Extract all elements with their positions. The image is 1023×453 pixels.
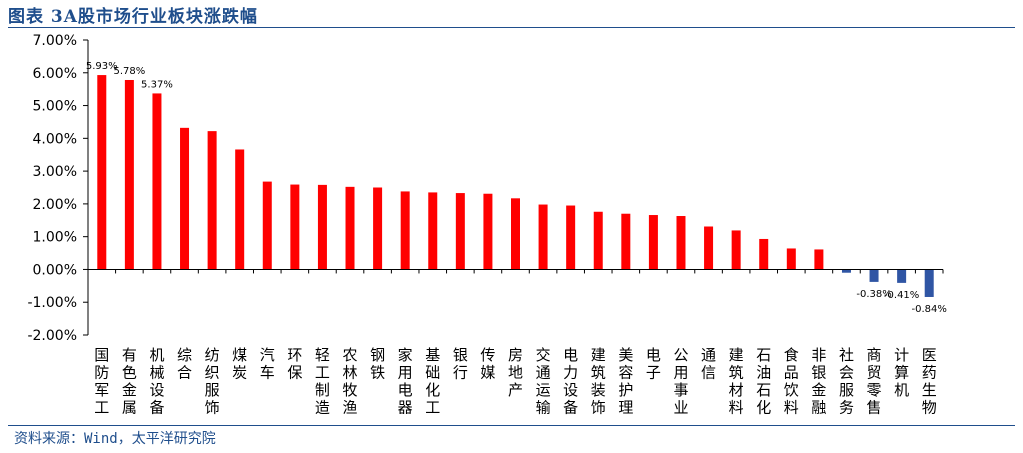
source-note: 资料来源：Wind，太平洋研究院 — [14, 431, 216, 447]
bar — [676, 216, 686, 270]
data-label: 5.78% — [113, 66, 145, 77]
bar — [97, 75, 107, 270]
x-tick-label: 商贸零售 — [867, 346, 882, 417]
source-rule — [8, 425, 1015, 426]
x-tick-label: 食品饮料 — [784, 346, 799, 417]
x-tick-label: 轻工制造 — [315, 346, 330, 417]
figure-title: 图表 3A股市场行业板块涨跌幅 — [8, 7, 258, 27]
bar — [373, 187, 383, 270]
bar — [235, 149, 245, 270]
bar — [400, 191, 410, 270]
bar — [869, 269, 879, 282]
x-tick-label: 电子 — [646, 346, 661, 382]
bar — [924, 269, 934, 297]
x-tick-label: 家用电器 — [398, 346, 413, 417]
bar — [317, 184, 327, 270]
bar — [704, 226, 714, 270]
x-tick-label: 美容护理 — [618, 346, 633, 417]
x-axis: 国防军工有色金属机械设备综合纺织服饰煤炭汽车环保轻工制造农林牧渔钢铁家用电器基础… — [87, 268, 944, 417]
bar — [593, 211, 603, 270]
x-tick-label: 有色金属 — [122, 346, 137, 417]
x-tick-label: 机械设备 — [149, 346, 164, 417]
x-tick-label: 环保 — [287, 346, 302, 382]
bar — [455, 193, 465, 270]
data-label: -0.38% — [856, 289, 891, 300]
data-labels: 5.93%5.78% 5.37% -0.38%-0.41% -0.84% — [86, 61, 947, 315]
bar — [262, 181, 272, 270]
y-tick-label: 3.00% — [33, 164, 77, 180]
x-tick-label: 电力设备 — [563, 346, 578, 417]
title-rule — [8, 27, 1015, 28]
x-tick-label: 国防军工 — [94, 346, 109, 417]
y-axis: 7.00% 6.00% 5.00% 4.00% 3.00% 2.00% 1.00% 0.00%… — [27, 33, 89, 344]
x-tick-label: 纺织服饰 — [205, 346, 220, 417]
bar — [207, 131, 217, 270]
bar — [152, 93, 162, 270]
x-tick-label: 农林牧渔 — [343, 346, 358, 417]
x-tick-label: 建筑装饰 — [591, 346, 606, 417]
bar — [621, 213, 631, 270]
x-tick-label: 计算机 — [894, 346, 909, 399]
data-label: -0.84% — [912, 304, 947, 315]
x-tick-label: 银行 — [453, 346, 468, 382]
x-tick-label: 汽车 — [260, 346, 275, 382]
data-label: 5.37% — [141, 79, 173, 90]
bar — [290, 184, 300, 270]
bar — [759, 238, 769, 270]
x-tick-label: 公用事业 — [673, 346, 688, 417]
y-tick-label: 4.00% — [33, 131, 77, 147]
bar — [814, 249, 824, 270]
x-tick-label: 非银金融 — [811, 346, 826, 417]
y-tick-label: -1.00% — [27, 295, 77, 311]
bars — [97, 75, 934, 297]
bar — [538, 204, 548, 270]
y-tick-label: 2.00% — [33, 197, 77, 213]
x-tick-label: 传媒 — [480, 346, 495, 382]
x-tick-label: 房地产 — [508, 346, 523, 399]
y-tick-label: 5.00% — [33, 99, 77, 115]
data-label: -0.41% — [884, 290, 919, 301]
x-tick-label: 煤炭 — [232, 346, 247, 382]
x-tick-label: 钢铁 — [370, 346, 385, 382]
bar — [511, 198, 520, 270]
x-tick-label: 建筑材料 — [729, 346, 744, 417]
bar — [124, 79, 134, 270]
bar — [566, 205, 576, 270]
bar — [483, 193, 493, 270]
y-tick-label: 6.00% — [33, 66, 77, 82]
bar-chart: 7.00% 6.00% 5.00% 4.00% 3.00% 2.00% 1.00% 0.00%… — [27, 33, 947, 417]
x-tick-label: 社会服务 — [839, 346, 854, 417]
bar — [345, 186, 355, 270]
x-tick-label: 综合 — [177, 346, 192, 382]
bar — [731, 230, 741, 270]
x-tick-label: 基础化工 — [425, 346, 440, 417]
x-tick-label: 石油石化 — [756, 346, 771, 417]
data-label: 5.93% — [86, 61, 118, 72]
bar — [428, 192, 438, 270]
bar — [648, 215, 658, 270]
x-tick-label: 医药生物 — [922, 346, 937, 417]
y-tick-label: 1.00% — [33, 230, 77, 246]
bar — [841, 269, 851, 273]
bar — [180, 127, 190, 270]
x-tick-label: 通信 — [701, 346, 716, 382]
bar — [897, 269, 907, 283]
x-tick-label: 交通运输 — [536, 346, 551, 417]
y-tick-label: -2.00% — [27, 328, 77, 344]
y-tick-label: 0.00% — [33, 262, 77, 278]
bar — [786, 248, 796, 270]
y-tick-label: 7.00% — [33, 33, 77, 49]
